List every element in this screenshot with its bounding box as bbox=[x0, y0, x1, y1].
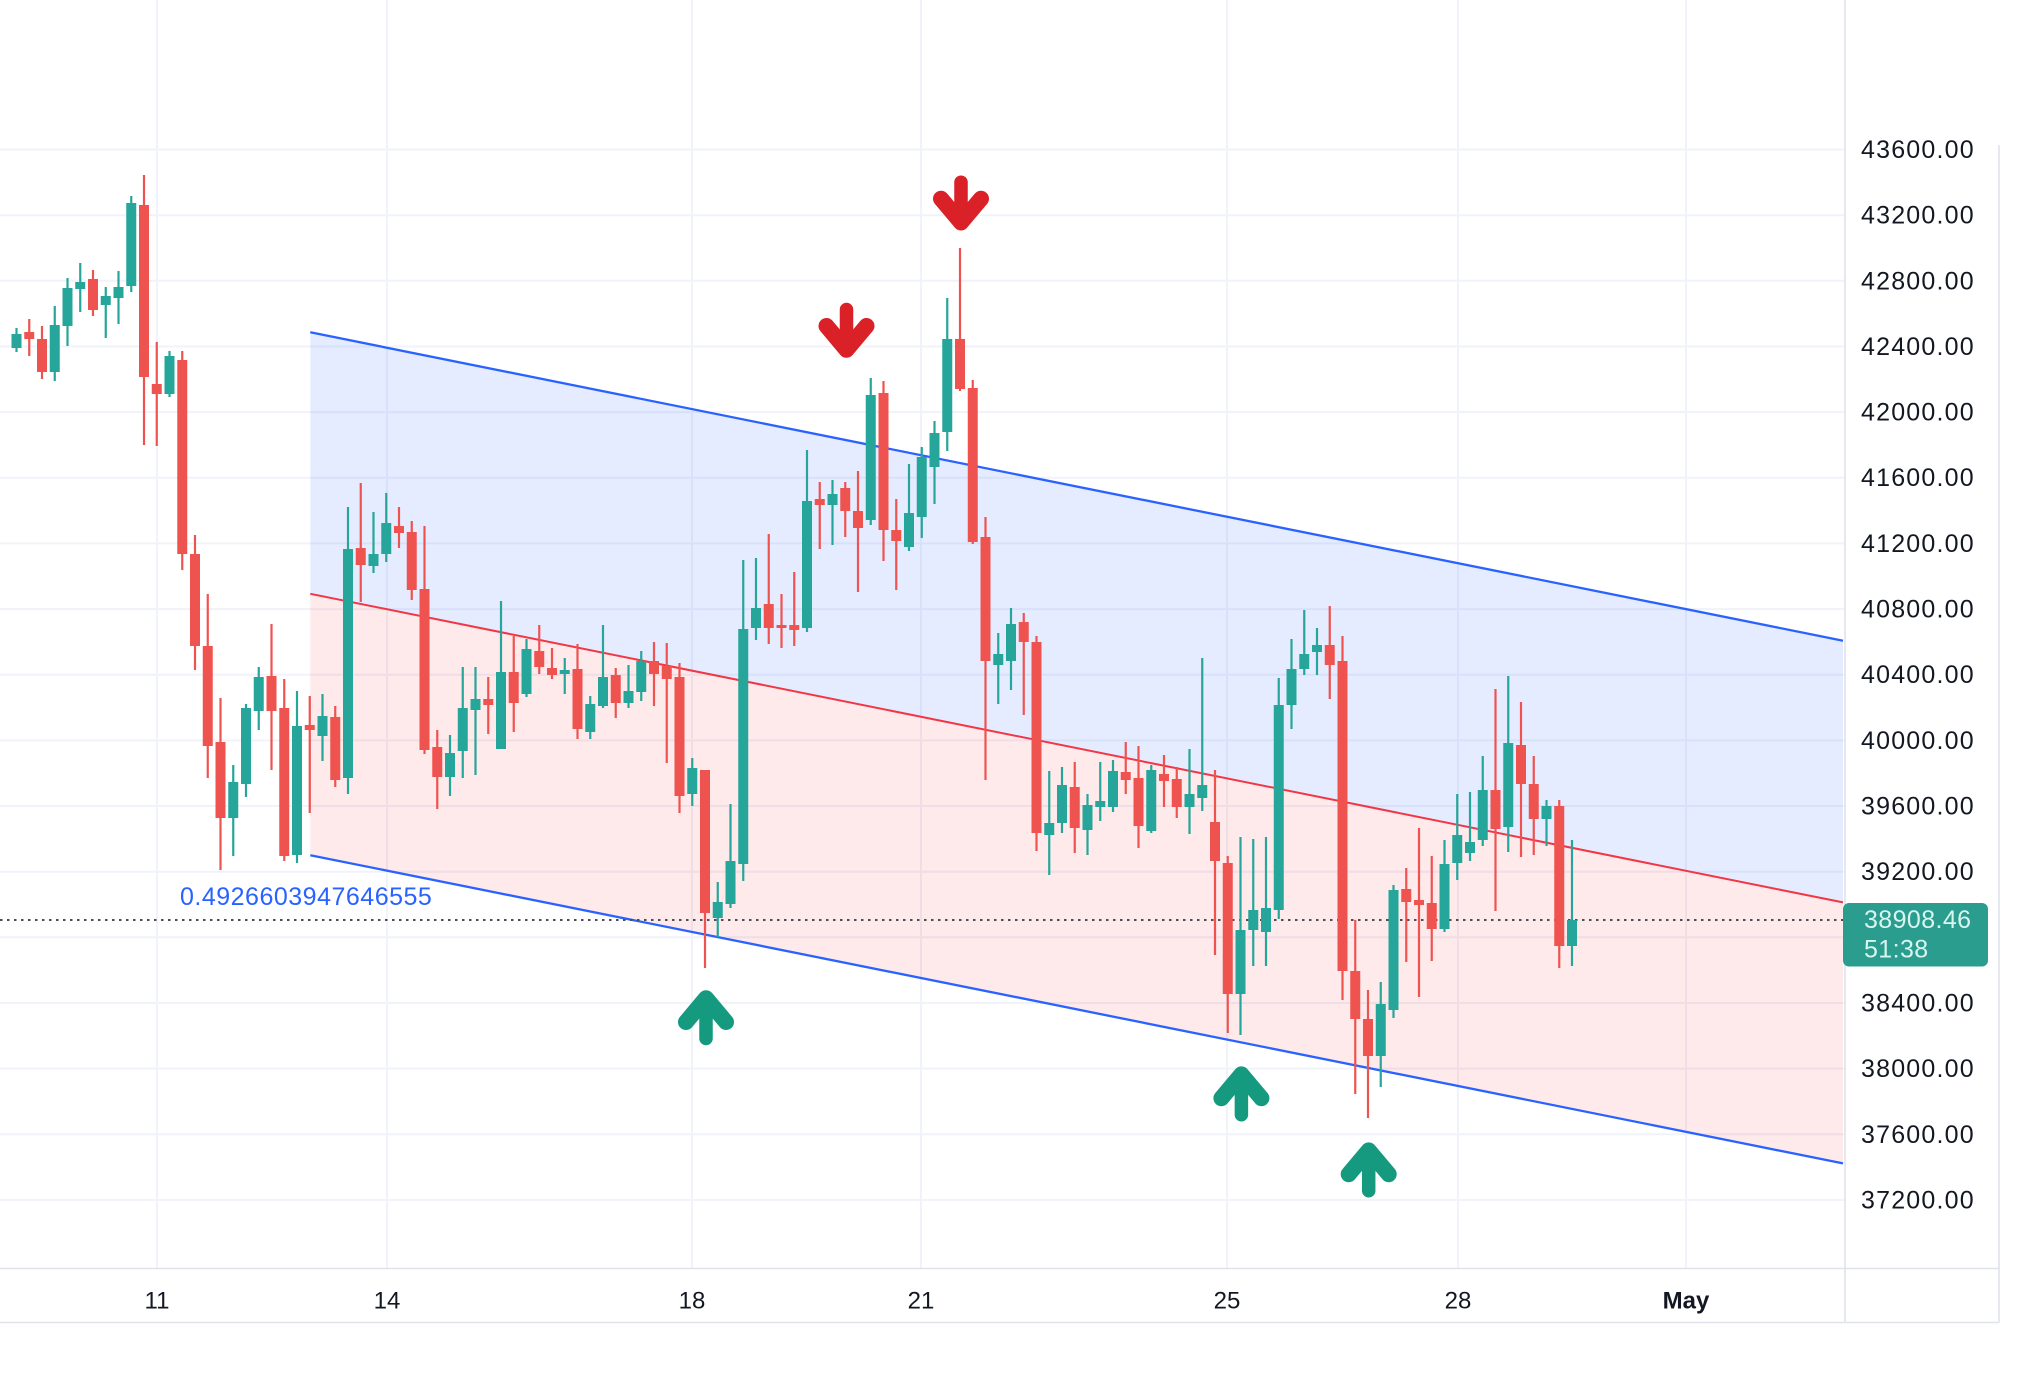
svg-text:40000.00: 40000.00 bbox=[1861, 727, 1975, 755]
svg-text:37600.00: 37600.00 bbox=[1861, 1121, 1975, 1149]
svg-text:21: 21 bbox=[908, 1288, 935, 1315]
svg-text:37200.00: 37200.00 bbox=[1861, 1186, 1975, 1214]
svg-text:25: 25 bbox=[1214, 1288, 1241, 1315]
svg-text:28: 28 bbox=[1445, 1288, 1472, 1315]
svg-text:11: 11 bbox=[145, 1288, 170, 1315]
svg-text:42800.00: 42800.00 bbox=[1861, 267, 1975, 295]
svg-text:43200.00: 43200.00 bbox=[1861, 202, 1975, 230]
svg-text:41600.00: 41600.00 bbox=[1861, 464, 1975, 492]
svg-text:40800.00: 40800.00 bbox=[1861, 596, 1975, 624]
svg-text:39600.00: 39600.00 bbox=[1861, 793, 1975, 821]
svg-text:38400.00: 38400.00 bbox=[1861, 990, 1975, 1018]
svg-text:40400.00: 40400.00 bbox=[1861, 661, 1975, 689]
svg-text:43600.00: 43600.00 bbox=[1861, 136, 1975, 164]
svg-text:14: 14 bbox=[374, 1288, 401, 1315]
svg-text:42400.00: 42400.00 bbox=[1861, 333, 1975, 361]
svg-text:51:38: 51:38 bbox=[1864, 936, 1929, 964]
svg-text:39200.00: 39200.00 bbox=[1861, 858, 1975, 886]
svg-text:42000.00: 42000.00 bbox=[1861, 399, 1975, 427]
svg-text:41200.00: 41200.00 bbox=[1861, 530, 1975, 558]
svg-text:38000.00: 38000.00 bbox=[1861, 1055, 1975, 1083]
svg-text:38908.46: 38908.46 bbox=[1864, 906, 1971, 934]
svg-text:0.4926603947646555: 0.4926603947646555 bbox=[180, 883, 432, 911]
svg-text:May: May bbox=[1663, 1288, 1710, 1315]
svg-text:18: 18 bbox=[679, 1288, 706, 1315]
